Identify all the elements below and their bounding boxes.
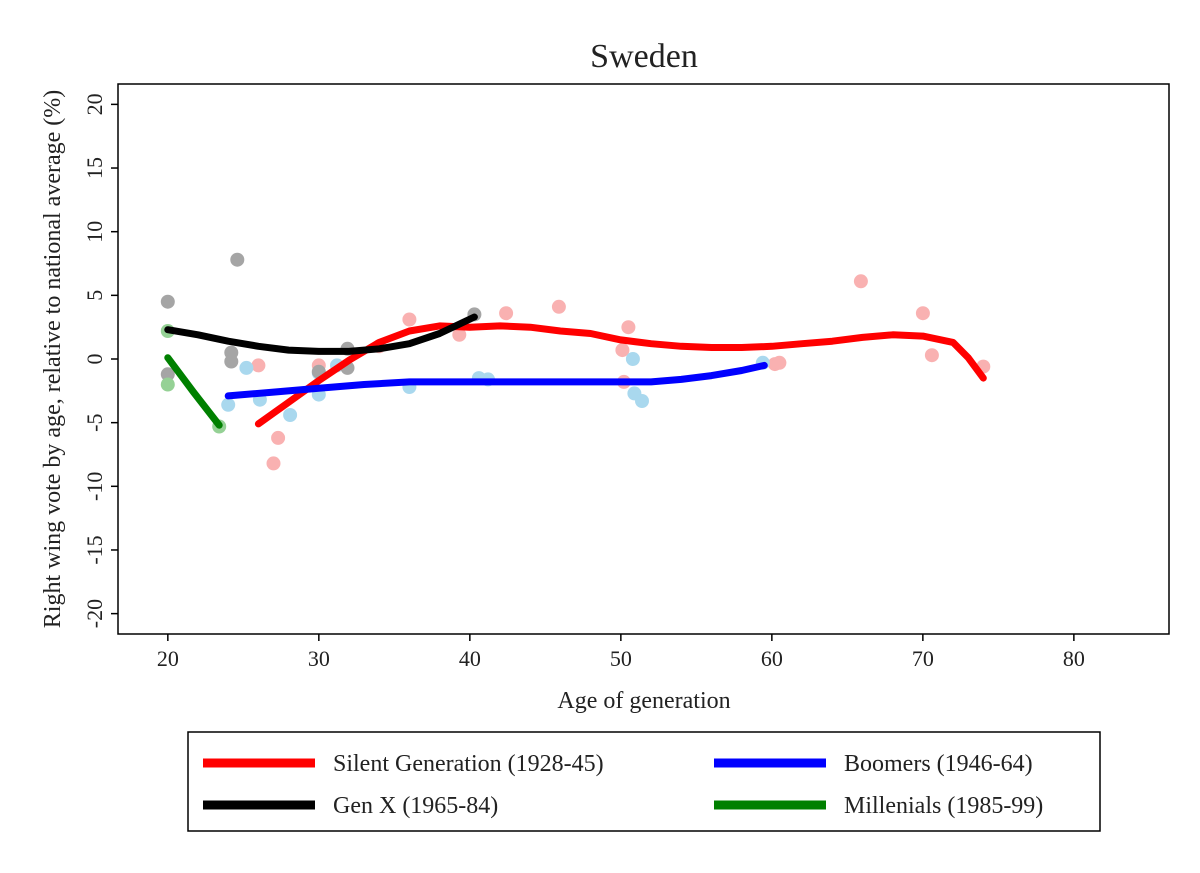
boomers-1946-point	[283, 408, 298, 422]
silent-generation-point	[621, 320, 636, 335]
gen-x-fit-line	[164, 313, 478, 355]
silent-generation-point	[499, 306, 514, 321]
silent-generation-point	[853, 274, 868, 289]
silent-generation-point	[915, 306, 930, 321]
legend: Silent Generation (1928-45) Boomers (1946…	[203, 751, 1043, 819]
boomers-1946-fit-line	[224, 361, 768, 400]
x-tick-label: 50	[610, 646, 632, 671]
y-tick-label: 15	[82, 157, 107, 179]
plot-frame	[117, 83, 1170, 635]
boomers-1946-point	[239, 360, 254, 375]
boomers-1946-point	[625, 352, 640, 366]
legend-label-millenials-1985: Millenials (1985-99)	[844, 793, 1043, 819]
silent-generation-point	[271, 430, 286, 445]
y-axis: -20 -15 -10 -5 0 5 10 15 20	[82, 93, 118, 628]
silent-generation-point	[615, 343, 630, 358]
x-tick-label: 40	[459, 646, 481, 671]
y-tick-label: 10	[82, 221, 107, 243]
y-tick-label: -15	[82, 535, 107, 564]
chart-title: Sweden	[590, 38, 698, 75]
boomers-1946-point	[221, 397, 236, 412]
y-tick-label: 20	[82, 93, 107, 115]
x-tick-label: 70	[912, 646, 934, 671]
gen-x-point	[230, 252, 245, 267]
y-tick-label: -10	[82, 472, 107, 501]
gen-x-point	[224, 354, 239, 369]
legend-label-boomers-1946: Boomers (1946-64)	[844, 751, 1033, 777]
y-tick-label: 5	[82, 290, 107, 301]
fit-lines	[164, 313, 987, 429]
gen-x-point	[160, 294, 175, 309]
x-tick-label: 20	[157, 646, 179, 671]
y-axis-label: Right wing vote by age, relative to nati…	[40, 90, 66, 628]
silent-generation-point	[266, 456, 281, 471]
silent-generation-point	[551, 299, 566, 314]
scatter-points	[160, 252, 991, 471]
x-tick-label: 80	[1063, 646, 1085, 671]
silent-generation-point	[452, 327, 467, 342]
x-tick-label: 60	[761, 646, 783, 671]
silent-generation-point	[251, 358, 266, 373]
boomers-1946-point	[635, 394, 649, 408]
x-tick-label: 30	[308, 646, 330, 671]
legend-box	[187, 731, 1101, 832]
millenials-1985-point	[160, 377, 175, 392]
silent-generation-point	[402, 312, 417, 327]
x-axis: 20 30 40 50 60 70 80	[157, 634, 1085, 671]
y-tick-label: -20	[82, 599, 107, 628]
millenials-1985-fit-line	[164, 354, 223, 429]
y-tick-label: -5	[82, 414, 107, 432]
x-axis-label: Age of generation	[557, 688, 730, 714]
gen-x-point	[160, 367, 175, 382]
y-tick-label: 0	[82, 354, 107, 365]
silent-generation-point	[924, 348, 939, 363]
silent-generation-point	[772, 355, 787, 370]
legend-label-silent-generation: Silent Generation (1928-45)	[333, 751, 604, 777]
silent-generation-fit-line	[254, 322, 987, 428]
legend-label-gen-x: Gen X (1965-84)	[333, 793, 498, 819]
